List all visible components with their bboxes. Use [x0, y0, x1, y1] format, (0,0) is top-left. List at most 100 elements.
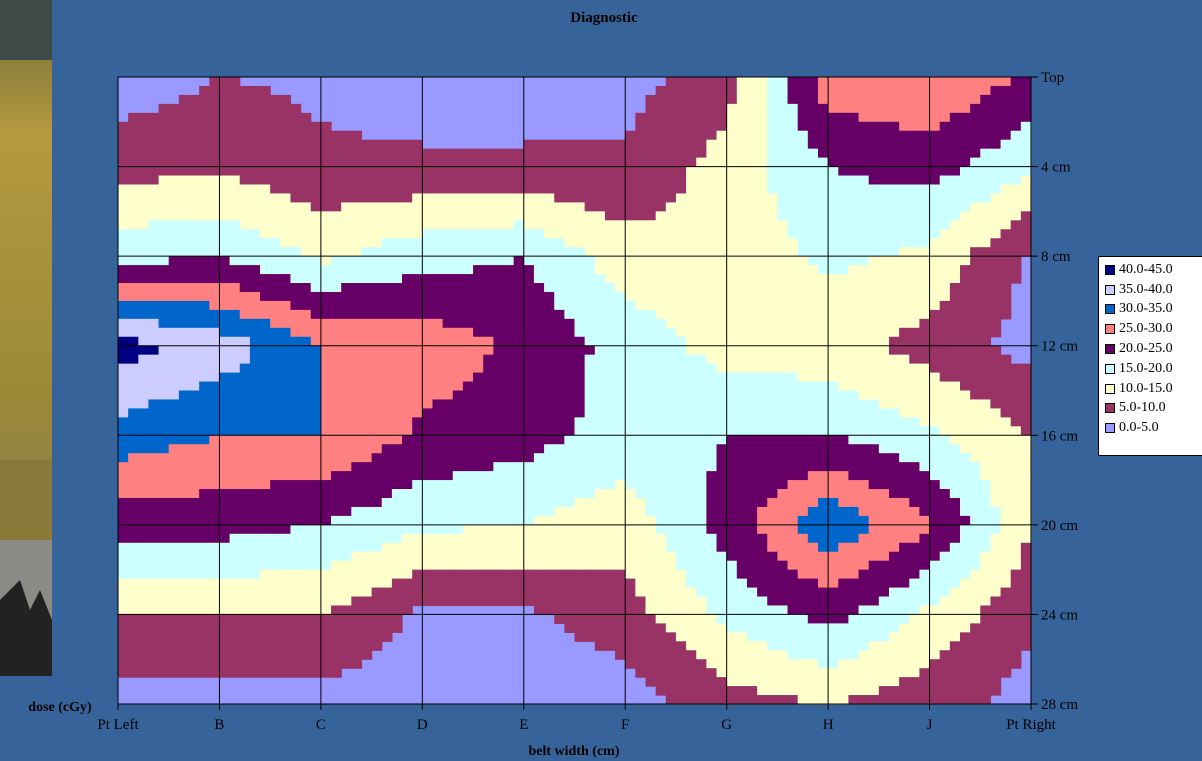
contour-cell [686, 318, 697, 329]
contour-cell [320, 551, 332, 562]
contour-cell [442, 515, 454, 526]
contour-cell [949, 112, 961, 123]
contour-cell [554, 497, 565, 508]
contour-cell [696, 175, 707, 186]
contour-cell [696, 551, 707, 562]
contour-cell [310, 417, 322, 427]
contour-cell [574, 139, 586, 150]
contour-cell [584, 175, 596, 186]
contour-cell [320, 560, 332, 571]
contour-cell [320, 238, 332, 248]
contour-cell [391, 578, 403, 589]
contour-cell [939, 327, 951, 338]
contour-cell [412, 354, 423, 365]
contour-cell [371, 471, 383, 481]
contour-cell [675, 112, 687, 123]
contour-cell [513, 229, 525, 239]
contour-cell [189, 560, 200, 571]
contour-cell [523, 524, 535, 535]
contour-cell [280, 265, 292, 275]
contour-cell [229, 85, 241, 96]
contour-cell [615, 453, 626, 463]
contour-cell [381, 524, 393, 535]
contour-cell [178, 596, 190, 607]
contour-cell [118, 318, 129, 329]
contour-cell [787, 94, 799, 105]
contour-cell [1020, 390, 1032, 401]
contour-cell [452, 184, 464, 195]
contour-cell [959, 569, 971, 580]
contour-cell [757, 193, 768, 203]
contour-cell [980, 399, 992, 410]
contour-cell [564, 345, 576, 356]
contour-cell [615, 399, 626, 410]
contour-cell [118, 229, 129, 239]
contour-cell [412, 381, 423, 392]
contour-cell [442, 587, 454, 598]
contour-cell [828, 489, 839, 499]
contour-cell [199, 291, 210, 302]
contour-cell [980, 112, 992, 123]
contour-cell [878, 462, 890, 472]
contour-cell [817, 417, 829, 427]
contour-cell [645, 291, 657, 302]
contour-cell [625, 345, 636, 356]
contour-cell [229, 175, 241, 186]
contour-cell [929, 560, 941, 571]
contour-cell [128, 175, 139, 186]
contour-cell [493, 291, 505, 302]
contour-cell [757, 130, 768, 141]
contour-cell [1020, 587, 1032, 598]
contour-cell [564, 444, 576, 454]
contour-cell [949, 471, 961, 481]
contour-cell [939, 274, 951, 284]
contour-cell [949, 408, 961, 418]
contour-cell [726, 372, 738, 383]
contour-cell [554, 265, 565, 275]
contour-cell [381, 408, 393, 418]
contour-cell [787, 211, 799, 221]
contour-cell [858, 596, 870, 607]
contour-cell [290, 345, 302, 356]
contour-cell [260, 390, 271, 401]
contour-cell [513, 247, 525, 257]
contour-cell [473, 417, 484, 427]
contour-cell [331, 157, 342, 168]
contour-cell [970, 497, 981, 508]
contour-cell [615, 372, 626, 383]
contour-cell [533, 309, 545, 320]
contour-cell [544, 515, 555, 526]
contour-cell [888, 372, 900, 383]
contour-cell [300, 390, 312, 401]
contour-cell [696, 408, 707, 418]
contour-cell [564, 569, 576, 580]
contour-cell [249, 85, 261, 96]
contour-cell [199, 229, 210, 239]
contour-cell [199, 417, 210, 427]
contour-cell [452, 247, 464, 257]
contour-cell [696, 524, 707, 535]
contour-cell [817, 497, 829, 508]
contour-cell [767, 480, 778, 490]
contour-cell [280, 390, 292, 401]
contour-cell [878, 345, 890, 356]
contour-cell [848, 184, 860, 195]
contour-cell [929, 578, 941, 589]
contour-cell [625, 327, 636, 338]
contour-cell [635, 202, 647, 212]
contour-cell [604, 336, 616, 347]
contour-cell [1020, 551, 1032, 562]
contour-cell [746, 121, 758, 132]
contour-cell [493, 435, 505, 445]
contour-cell [189, 426, 200, 436]
contour-cell [939, 363, 951, 374]
contour-cell [260, 426, 271, 436]
contour-cell [533, 193, 545, 203]
contour-cell [594, 157, 606, 168]
contour-cell [625, 506, 636, 517]
contour-cell [919, 300, 931, 311]
contour-cell [239, 587, 251, 598]
contour-cell [635, 390, 647, 401]
contour-cell [777, 336, 789, 347]
contour-cell [686, 471, 697, 481]
